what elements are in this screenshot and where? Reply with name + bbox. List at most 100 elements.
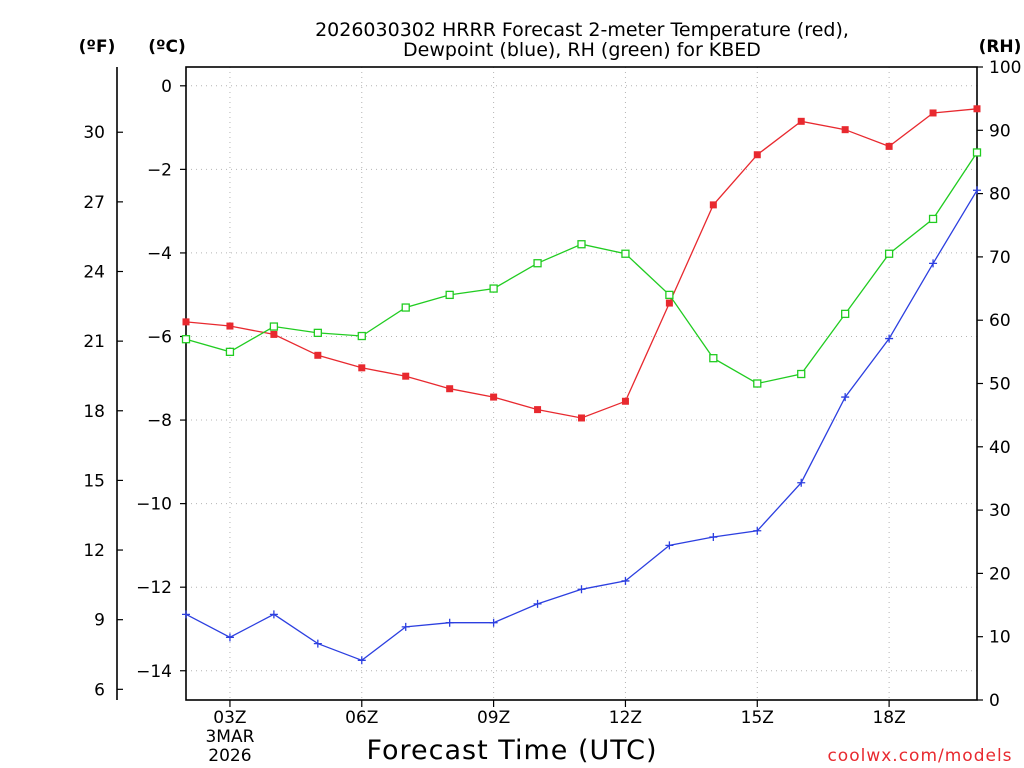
celsius-unit-label: (ºC) (148, 37, 186, 57)
celsius-tick-label: −8 (147, 411, 172, 431)
rh-tick-label: 0 (989, 691, 1000, 711)
rh-point (797, 369, 806, 379)
x-year-label: 2026 (208, 746, 251, 766)
dewpoint-point (401, 622, 410, 631)
temperature-point (490, 393, 498, 401)
axis-ticks (117, 66, 983, 707)
temperature-point (534, 406, 542, 414)
rh-tick-label: 80 (989, 185, 1011, 205)
temperature-point (314, 351, 322, 359)
celsius-tick-label: −14 (136, 662, 172, 682)
x-tick-label: 12Z (609, 708, 642, 728)
temperature-point (621, 397, 629, 405)
fahrenheit-tick-label: 27 (83, 193, 105, 213)
temperature-point (929, 109, 937, 117)
rh-point (225, 347, 235, 357)
fahrenheit-tick-label: 30 (83, 123, 105, 143)
fahrenheit-unit-label: (ºF) (79, 37, 116, 57)
dewpoint-point (533, 599, 542, 608)
x-tick-label: 09Z (477, 708, 510, 728)
x-date-label: 3MAR (205, 727, 254, 747)
credit-text: coolwx.com/models (827, 746, 1012, 766)
rh-point (709, 354, 718, 363)
dewpoint-point (489, 618, 498, 627)
dewpoint-point (797, 478, 806, 487)
temperature-point (753, 151, 761, 159)
temperature-point (578, 414, 585, 422)
temperature-line (185, 108, 978, 419)
x-tick-label: 15Z (741, 708, 774, 728)
rh-point (928, 214, 938, 224)
rh-point (533, 259, 542, 268)
dewpoint-point (313, 639, 322, 648)
rh-tick-label: 30 (989, 501, 1011, 521)
fahrenheit-tick-label: 21 (83, 332, 105, 352)
temperature-point (226, 322, 234, 330)
celsius-tick-label: −10 (136, 495, 172, 515)
temperature-point (358, 364, 366, 372)
temperature-point (402, 372, 410, 380)
celsius-tick-label: −2 (147, 160, 172, 180)
temperature-point (797, 117, 805, 125)
gridlines (186, 67, 977, 700)
rh-tick-label: 10 (989, 628, 1011, 648)
rh-tick-label: 100 (989, 58, 1021, 78)
series-group (181, 105, 982, 665)
temperature-point (270, 330, 278, 338)
rh-tick-label: 60 (989, 311, 1011, 331)
rh-tick-label: 90 (989, 121, 1011, 141)
rh-point (841, 309, 850, 319)
rh-tick-label: 20 (989, 564, 1011, 584)
temperature-point (709, 201, 717, 209)
dewpoint-point (753, 526, 762, 535)
dewpoint-point (225, 633, 234, 642)
rh-point (489, 284, 498, 293)
dewpoint-point (445, 618, 454, 627)
temperature-point (446, 385, 454, 393)
celsius-tick-label: −6 (147, 327, 172, 347)
dewpoint-point (621, 576, 630, 585)
dewpoint-point (357, 656, 366, 665)
rh-point (665, 290, 674, 300)
rh-point (884, 249, 894, 258)
chart-title-line1: 2026030302 HRRR Forecast 2-meter Tempera… (315, 19, 849, 41)
dewpoint-point (665, 541, 674, 550)
dewpoint-point (182, 610, 190, 619)
celsius-tick-label: 0 (161, 77, 172, 97)
celsius-tick-label: −4 (147, 244, 172, 264)
rh-point (621, 249, 630, 258)
rh-point (972, 148, 982, 157)
plot-frame (185, 66, 978, 701)
rh-point (401, 303, 410, 312)
rh-point (313, 328, 322, 338)
fahrenheit-tick-label: 24 (83, 263, 105, 283)
dewpoint-point (709, 533, 718, 542)
dewpoint-point (577, 585, 586, 594)
dewpoint-point (841, 393, 850, 402)
x-tick-label: 06Z (345, 708, 378, 728)
x-tick-label: 18Z (872, 708, 905, 728)
fahrenheit-tick-label: 6 (94, 680, 105, 700)
temperature-point (665, 299, 673, 307)
rh-point (357, 331, 366, 341)
x-axis-label: Forecast Time (UTC) (366, 735, 657, 766)
dewpoint-point (269, 610, 278, 619)
rh-point (269, 322, 279, 331)
rh-point (445, 290, 454, 300)
rh-point (753, 379, 762, 388)
temperature-point (885, 142, 893, 150)
dewpoint-point (973, 186, 981, 195)
temperature-point (182, 318, 190, 326)
rh-tick-label: 50 (989, 375, 1011, 395)
rh-tick-label: 70 (989, 248, 1011, 268)
chart-title-line2: Dewpoint (blue), RH (green) for KBED (403, 39, 761, 61)
celsius-tick-label: −12 (136, 578, 172, 598)
dewpoint-point (929, 259, 938, 268)
rh-point (577, 240, 586, 249)
temperature-point (841, 126, 849, 134)
fahrenheit-tick-label: 12 (83, 541, 105, 561)
fahrenheit-tick-label: 9 (94, 611, 105, 631)
fahrenheit-tick-label: 18 (83, 402, 105, 422)
